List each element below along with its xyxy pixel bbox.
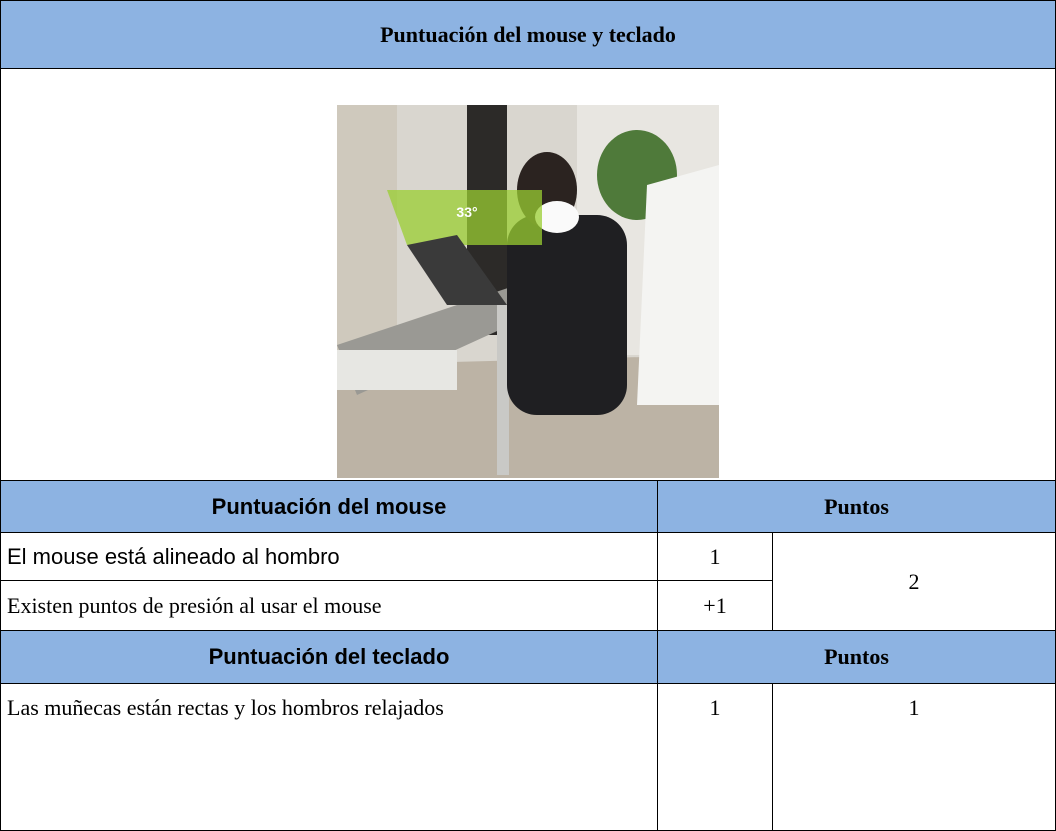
row-label: El mouse está alineado al hombro bbox=[0, 532, 658, 581]
total: 1 bbox=[771, 683, 1056, 831]
mouse-header: Puntuación del mouse bbox=[0, 480, 658, 533]
keyboard-header: Puntuación del teclado bbox=[0, 630, 658, 684]
angle-label: 33° bbox=[456, 204, 477, 220]
total: 2 bbox=[771, 532, 1056, 631]
row-points: 1 bbox=[657, 683, 773, 831]
row-points: +1 bbox=[657, 580, 773, 631]
points-header: Puntos bbox=[656, 630, 1056, 684]
row-label: Las muñecas están rectas y los hombros r… bbox=[0, 683, 658, 831]
row-label: Existen puntos de presión al usar el mou… bbox=[0, 580, 658, 631]
photo: 33° bbox=[337, 105, 720, 478]
title: Puntuación del mouse y teclado bbox=[0, 0, 1056, 69]
points-header: Puntos bbox=[656, 480, 1056, 533]
image-cell: 33° bbox=[0, 68, 1056, 481]
row-points: 1 bbox=[657, 532, 773, 581]
